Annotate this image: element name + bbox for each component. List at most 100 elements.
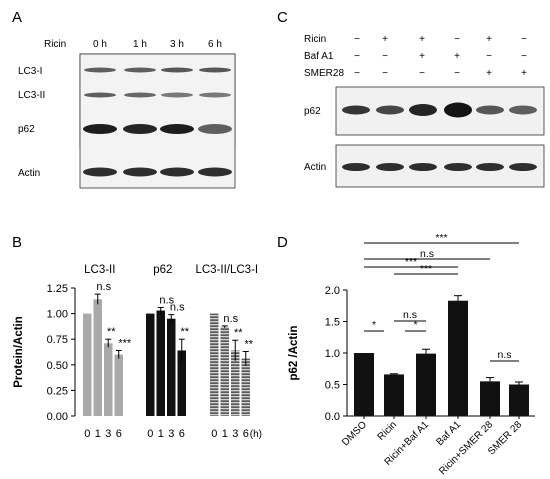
significance-label: **	[244, 338, 253, 350]
significance-label: **	[234, 327, 243, 339]
bar	[448, 300, 468, 416]
x-tick-label: 0	[211, 428, 217, 440]
panel-d-letter: D	[277, 234, 288, 251]
x-tick-label: 3	[105, 428, 111, 440]
panel-a-letter: A	[12, 9, 22, 26]
panel-a-row-label: p62	[18, 124, 35, 135]
x-tick-label: DMSO	[340, 419, 369, 448]
bar	[156, 310, 165, 416]
y-tick-label: 1.25	[47, 283, 68, 295]
significance-label: ***	[118, 337, 132, 349]
panel-a-blot: LC3-I LC3-II p62 Actin	[18, 53, 236, 189]
panel-a-ricin-label: Ricin	[44, 39, 66, 50]
panel-c-row-label: p62	[304, 106, 321, 117]
significance-label: n.s	[420, 248, 434, 260]
bar	[210, 313, 219, 416]
panel-a-row-label: LC3-II	[18, 90, 45, 101]
y-tick-label: 0.25	[47, 385, 68, 397]
lc3-i-band	[161, 67, 193, 73]
panel-c-treatment-sign: +	[486, 68, 492, 79]
lc3-ii-band	[124, 92, 156, 98]
panel-a-timepoint-label: 3 h	[170, 39, 184, 50]
panel-b-x-unit: (h)	[250, 429, 262, 440]
y-tick-label: 1.0	[325, 348, 340, 360]
bar	[104, 343, 113, 416]
panel-a-row-label: Actin	[18, 168, 40, 179]
blot-frame	[335, 144, 545, 188]
p62-band	[476, 105, 504, 115]
y-tick-label: 0.50	[47, 360, 68, 372]
p62-band	[342, 105, 370, 115]
blot-frame	[79, 53, 236, 189]
significance-label: **	[107, 326, 116, 338]
panel-a-timepoint-label: 1 h	[133, 39, 147, 50]
p62-band	[444, 102, 472, 118]
panel-a-timepoint-label: 6 h	[208, 39, 222, 50]
significance-label: n.s	[96, 281, 111, 293]
y-tick-label: 0.00	[47, 411, 68, 423]
blot-frame	[335, 86, 545, 136]
actin-band	[409, 163, 437, 171]
p62-band	[509, 105, 537, 115]
y-tick-label: 1.00	[47, 309, 68, 321]
significance-label: *	[372, 319, 376, 331]
panel-c-treatment-label: Baf A1	[304, 51, 334, 62]
panel-c-treatment-sign: −	[454, 68, 460, 79]
x-tick-label: 6	[243, 428, 249, 440]
panel-a-timepoint-labels: 0 h 1 h 3 h 6 h	[93, 39, 222, 50]
actin-band	[160, 167, 194, 177]
bar	[177, 350, 186, 416]
x-tick-label: 6	[179, 428, 185, 440]
y-axis-label: Protein/Actin	[13, 316, 25, 388]
bar	[114, 354, 123, 416]
significance-label: **	[180, 326, 189, 338]
panel-a-timepoint-label: 0 h	[93, 39, 107, 50]
significance-label: n.s	[497, 349, 511, 361]
significance-label: n.s	[223, 313, 238, 325]
actin-band	[476, 163, 504, 171]
actin-band	[123, 167, 157, 177]
panel-c-treatment-sign: −	[454, 34, 460, 45]
bar	[384, 374, 404, 416]
x-tick-label: 6	[116, 428, 122, 440]
bar	[354, 353, 374, 416]
panel-c-treatment-label: SMER28	[304, 68, 344, 79]
p62-band	[160, 124, 194, 134]
panel-c-treatment-table: Ricin − + + − + −Baf A1− − + + − −SMER28− − − − + +	[304, 34, 527, 79]
bar	[83, 313, 92, 416]
x-tick-label: 3	[232, 428, 238, 440]
y-tick-label: 0.0	[325, 411, 340, 423]
panel-c-treatment-sign: −	[354, 51, 360, 62]
bar	[480, 381, 500, 416]
lc3-i-band	[124, 67, 156, 73]
y-tick-label: 2.0	[325, 285, 340, 297]
bar	[509, 384, 529, 416]
panel-c-treatment-sign: +	[486, 34, 492, 45]
bar	[146, 313, 155, 416]
p62-band	[409, 104, 437, 116]
x-tick-label: 3	[168, 428, 174, 440]
panel-c-treatment-sign: +	[382, 34, 388, 45]
lc3-i-band	[199, 67, 231, 73]
x-tick-label: 0	[147, 428, 153, 440]
bar	[416, 353, 436, 416]
actin-band	[509, 163, 537, 171]
significance-label: n.s	[159, 294, 174, 306]
bar	[231, 350, 240, 416]
panel-a-row-label: LC3-I	[18, 66, 42, 77]
x-tick-label: 1	[222, 428, 228, 440]
panel-c-treatment-sign: −	[486, 51, 492, 62]
significance-label: ***	[405, 256, 417, 268]
bar	[241, 358, 250, 416]
panel-c-treatment-sign: +	[521, 68, 527, 79]
panel-c-treatment-sign: +	[454, 51, 460, 62]
actin-band	[342, 163, 370, 171]
x-tick-label: Baf A1	[435, 419, 464, 448]
lc3-ii-band	[161, 92, 193, 98]
lc3-ii-band	[84, 92, 116, 98]
panel-b-letter: B	[12, 234, 22, 251]
panel-c-blot: p62 Actin	[304, 86, 545, 188]
panel-c-treatment-label: Ricin	[304, 34, 326, 45]
